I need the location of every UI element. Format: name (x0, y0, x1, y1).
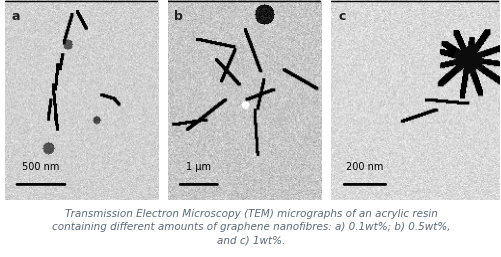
Text: b: b (174, 10, 183, 23)
Text: 200 nm: 200 nm (346, 162, 383, 172)
Text: c: c (337, 10, 345, 23)
Text: a: a (11, 10, 20, 23)
Text: 1 μm: 1 μm (186, 162, 211, 172)
Text: 500 nm: 500 nm (22, 162, 60, 172)
Text: Transmission Electron Microscopy (TEM) micrographs of an acrylic resin
containin: Transmission Electron Microscopy (TEM) m… (52, 209, 449, 245)
